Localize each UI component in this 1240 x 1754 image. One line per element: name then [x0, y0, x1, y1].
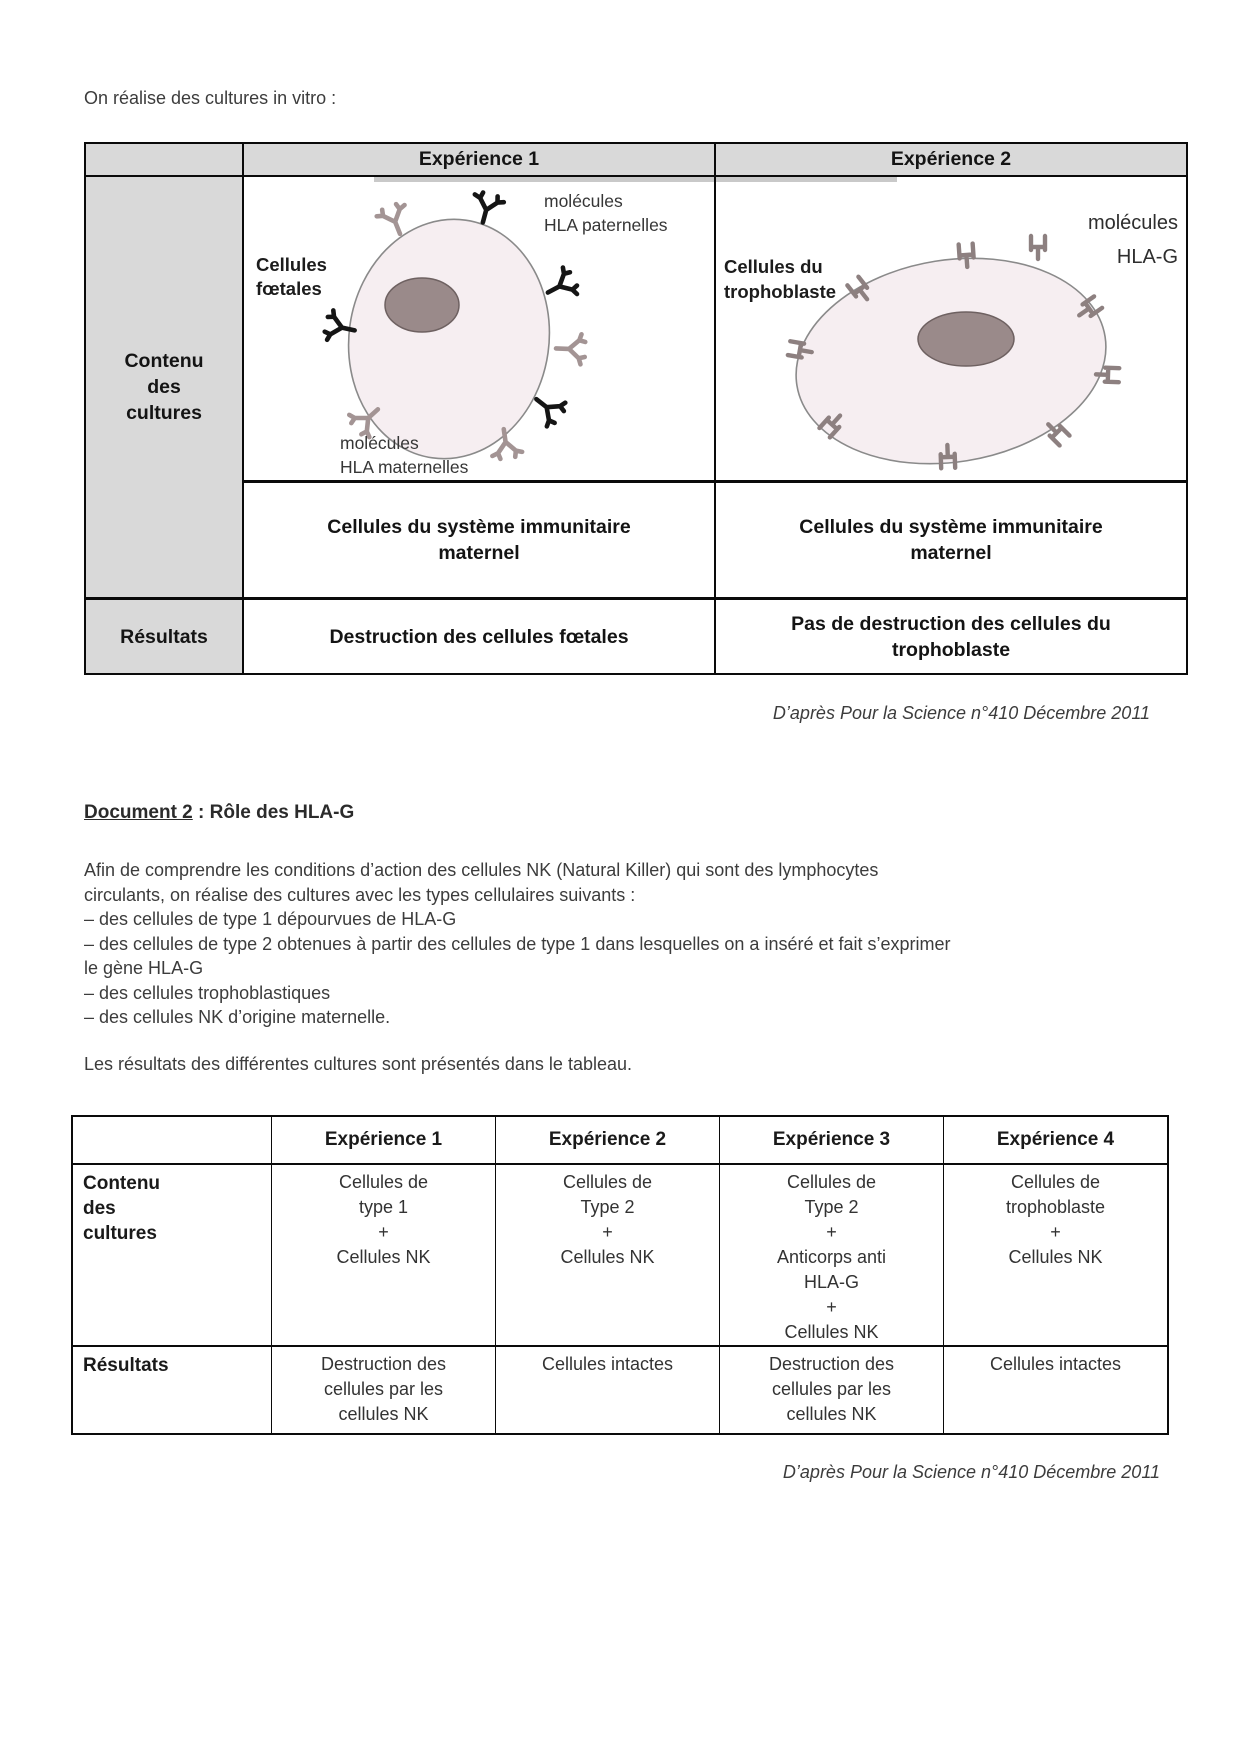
table2-header-experience-3: Expérience 3: [719, 1117, 943, 1163]
fetal-cells-label-line1: Cellules: [256, 254, 327, 275]
table2-row-label-contenu: Contenu des cultures: [73, 1163, 271, 1345]
document2-heading-number: Document 2: [84, 802, 193, 823]
trophoblast-cells-label-line1: Cellules du: [724, 256, 823, 277]
table2-result-exp3: Destruction des cellules par les cellule…: [719, 1345, 943, 1433]
table2-header-experience-4: Expérience 4: [943, 1117, 1167, 1163]
source-note-2: D’après Pour la Science n°410 Décembre 2…: [782, 1462, 1160, 1482]
results-table: Expérience 1 Expérience 2 Expérience 3 E…: [71, 1115, 1169, 1435]
trophoblast-cell-nucleus: [917, 311, 1015, 367]
paternal-molecules-label-line2: HLA paternelles: [544, 215, 668, 235]
table2-header-experience-1: Expérience 1: [271, 1117, 495, 1163]
hla-g-label-line2: HLA-G: [1117, 246, 1178, 268]
table1-header-experience-1: Expérience 1: [242, 144, 714, 175]
table2-content-exp3: Cellules de Type 2 + Anticorps anti HLA-…: [719, 1163, 943, 1345]
fetal-cell-diagram: Cellules fœtales molécules HLA paternell…: [256, 177, 668, 477]
table2-result-exp2: Cellules intactes: [495, 1345, 719, 1433]
table2-result-exp4: Cellules intactes: [943, 1345, 1167, 1433]
intro-text: On réalise des cultures in vitro :: [84, 88, 337, 108]
document2-heading-title: : Rôle des HLA-G: [192, 802, 355, 823]
hla-paternal-molecule-icon: [541, 266, 581, 306]
hla-g-label-line1: molécules: [1088, 212, 1178, 234]
document2-heading: Document 2 : Rôle des HLA-G: [84, 802, 354, 824]
table1-diagram-cell-exp1: Cellules fœtales molécules HLA paternell…: [242, 175, 714, 480]
table1-header-experience-2: Expérience 2: [714, 144, 1186, 175]
table2-content-exp4: Cellules de trophoblaste + Cellules NK: [943, 1163, 1167, 1345]
table1-row-label-resultats: Résultats: [86, 597, 242, 673]
fetal-cells-label-line2: fœtales: [256, 278, 322, 299]
hla-maternal-molecule-icon: [555, 333, 585, 364]
trophoblast-cell-diagram: Cellules du trophoblaste molécules HLA-G: [724, 212, 1178, 480]
experiment-table-1: Expérience 1 Expérience 2 Contenu des cu…: [84, 142, 1188, 675]
table2-header-experience-2: Expérience 2: [495, 1117, 719, 1163]
scan-artifact-bar: [716, 177, 897, 182]
source-note-1: D’après Pour la Science n°410 Décembre 2…: [772, 703, 1150, 723]
fetal-cell-body: [347, 218, 551, 460]
results-intro-text: Les résultats des différentes cultures s…: [84, 1054, 632, 1074]
table2-row-label-resultats: Résultats: [73, 1345, 271, 1433]
hla-g-molecule-icon: [1031, 236, 1045, 259]
scan-artifact-bar: [374, 177, 714, 182]
table2-result-exp1: Destruction des cellules par les cellule…: [271, 1345, 495, 1433]
table1-corner-cell: [86, 144, 242, 175]
table1-diagram-cell-exp2: Cellules du trophoblaste molécules HLA-G: [714, 175, 1186, 480]
table2-content-exp1: Cellules de type 1 + Cellules NK: [271, 1163, 495, 1345]
paternal-molecules-label-line1: molécules: [544, 191, 623, 211]
table1-result-exp2: Pas de destruction des cellules du troph…: [714, 597, 1186, 673]
trophoblast-cells-label-line2: trophoblaste: [724, 281, 836, 302]
fetal-cell-nucleus: [384, 277, 460, 333]
table1-immune-cell-exp1: Cellules du système immunitaire maternel: [242, 480, 714, 597]
table1-result-exp1: Destruction des cellules fœtales: [242, 597, 714, 673]
maternal-molecules-label-line2: HLA maternelles: [340, 457, 469, 477]
maternal-molecules-label-line1: molécules: [340, 433, 419, 453]
table1-row-label-contenu: Contenu des cultures: [86, 175, 242, 597]
table2-content-exp2: Cellules de Type 2 + Cellules NK: [495, 1163, 719, 1345]
document2-paragraph: Afin de comprendre les conditions d’acti…: [84, 860, 951, 1027]
table1-immune-cell-exp2: Cellules du système immunitaire maternel: [714, 480, 1186, 597]
table2-corner-cell: [73, 1117, 271, 1163]
